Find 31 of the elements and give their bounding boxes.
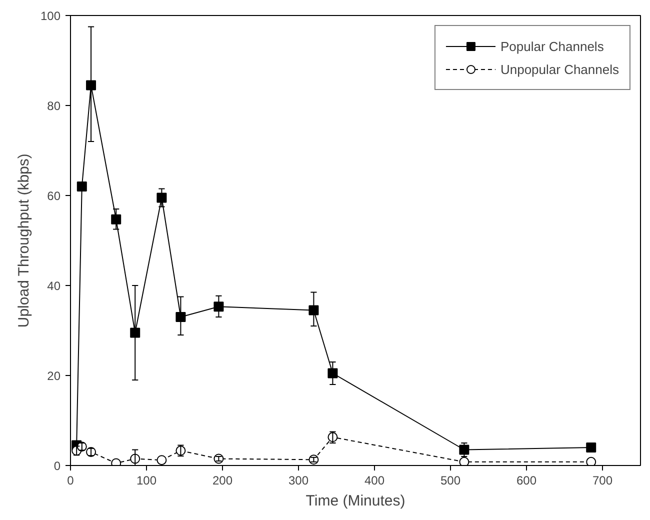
y-tick-label: 60: [47, 189, 61, 203]
x-tick-label: 600: [516, 474, 537, 488]
point: [156, 455, 167, 466]
point: [459, 456, 470, 466]
legend-label: Unpopular Channels: [500, 62, 619, 76]
point: [156, 192, 167, 203]
point: [130, 328, 140, 338]
x-tick-label: 500: [440, 474, 461, 488]
x-tick-label: 0: [67, 474, 74, 488]
point: [586, 442, 596, 452]
x-tick-label: 200: [212, 474, 233, 488]
y-axis-title: Upload Throughput (kbps): [15, 154, 32, 328]
point: [176, 312, 186, 322]
point: [308, 305, 319, 316]
point: [86, 80, 96, 90]
point: [214, 302, 224, 312]
y-tick-label: 80: [47, 99, 61, 113]
x-tick-label: 700: [592, 474, 613, 488]
x-tick-label: 100: [136, 474, 157, 488]
legend-label: Popular Channels: [500, 38, 604, 54]
point: [111, 214, 122, 224]
x-tick-label: 400: [364, 474, 385, 488]
y-tick-label: 40: [47, 279, 61, 293]
y-tick-label: 100: [40, 9, 61, 23]
x-tick-label: 300: [288, 474, 309, 488]
y-tick-label: 0: [54, 459, 61, 473]
point: [328, 368, 338, 378]
x-axis-title: Time (Minutes): [306, 492, 406, 510]
point: [586, 456, 596, 466]
point: [76, 182, 87, 192]
y-tick-label: 20: [47, 369, 61, 383]
